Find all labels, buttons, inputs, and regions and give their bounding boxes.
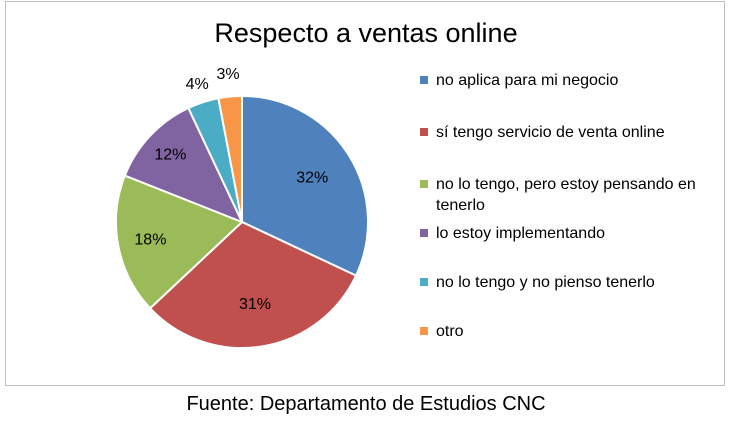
data-label: 18% xyxy=(134,231,166,248)
legend-label: otro xyxy=(436,323,464,340)
legend-label: sí tengo servicio de venta online xyxy=(436,124,665,141)
pie-slice xyxy=(241,94,369,277)
legend-item-no-aplica: no aplica para mi negocio xyxy=(420,70,706,91)
pie-slice xyxy=(123,106,244,224)
legend-swatch xyxy=(420,229,428,237)
legend-swatch xyxy=(420,180,428,188)
legend-item-implementando: lo estoy implementando xyxy=(420,223,706,244)
legend-item-no-pienso: no lo tengo y no pienso tenerlo xyxy=(420,272,706,293)
data-label: 32% xyxy=(296,169,328,186)
legend-swatch xyxy=(420,278,428,286)
legend-swatch xyxy=(420,76,428,84)
source-note: Fuente: Departamento de Estudios CNC xyxy=(186,393,546,415)
legend-swatch xyxy=(420,128,428,136)
legend-item-pensando: no lo tengo, pero estoy pensando en tene… xyxy=(420,174,696,216)
legend-label: no lo tengo y no pienso tenerlo xyxy=(436,274,655,291)
data-label: 31% xyxy=(239,296,271,313)
chart-title: Respecto a ventas online xyxy=(214,18,518,48)
legend-label: no aplica para mi negocio xyxy=(436,72,619,89)
legend-item-otro: otro xyxy=(420,321,706,342)
pie-slice xyxy=(148,220,358,349)
legend-item-si-tengo: sí tengo servicio de venta online xyxy=(420,122,706,143)
data-label: 4% xyxy=(186,76,209,93)
legend-swatch xyxy=(420,327,428,335)
pie-slice xyxy=(217,94,243,223)
data-label: 3% xyxy=(216,66,239,83)
legend-label: lo estoy implementando xyxy=(436,225,605,242)
data-label: 12% xyxy=(154,147,186,164)
pie-slice xyxy=(115,174,244,310)
legend-label: no lo tengo, pero estoy pensando en tene… xyxy=(436,176,696,214)
